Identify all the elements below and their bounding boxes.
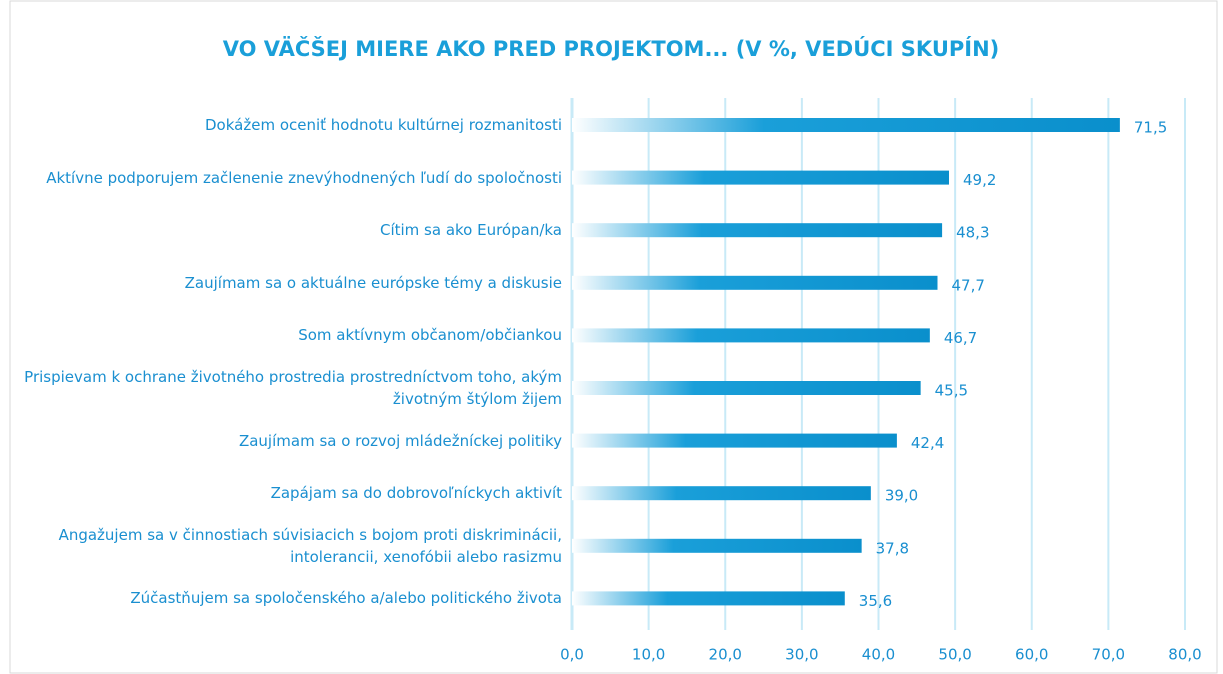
bar [572,328,930,343]
data-label: 42,4 [911,434,944,452]
x-tick-label: 30,0 [785,646,818,664]
data-label: 39,0 [885,487,918,505]
y-tick-label: Som aktívnym občanom/občiankou [298,326,562,345]
y-tick-label: Zaujímam sa o rozvoj mládežníckej politi… [238,431,562,450]
y-tick-label: Zúčastňujem sa spoločenského a/alebo pol… [130,589,562,608]
data-label: 49,2 [963,171,996,189]
chart-border [9,0,1218,674]
y-tick-label: Prispievam k ochrane životného prostredi… [24,368,562,408]
data-label: 35,6 [859,592,892,610]
data-label: 37,8 [876,539,909,557]
bar [572,433,897,448]
chart-title: VO VÄČŠEJ MIERE AKO PRED PROJEKTOM... (V… [223,36,1000,61]
y-tick-label: Aktívne podporujem začlenenie znevýhodne… [46,168,562,187]
bar [572,223,943,238]
bar [572,381,921,395]
bar [572,591,845,606]
x-tick-label: 70,0 [1092,646,1125,664]
x-tick-label: 0,0 [560,646,584,664]
y-tick-label: Zapájam sa do dobrovoľníckych aktivít [270,484,562,503]
bar [572,170,949,185]
x-tick-label: 20,0 [709,646,742,664]
x-tick-label: 10,0 [632,646,665,664]
x-tick-label: 80,0 [1168,646,1201,664]
x-tick-label: 50,0 [938,646,971,664]
bar [572,118,1120,132]
y-tick-label: Zaujímam sa o aktuálne európske témy a d… [184,273,562,292]
x-tick-label: 60,0 [1015,646,1048,664]
data-label: 46,7 [944,329,977,347]
data-label: 45,5 [935,382,968,400]
bar [572,538,862,553]
data-label: 47,7 [952,276,985,294]
y-tick-label: Dokážem oceniť hodnotu kultúrnej rozmani… [205,116,562,134]
data-label: 71,5 [1134,119,1167,137]
x-tick-label: 40,0 [862,646,895,664]
bar [572,486,871,501]
bar [572,275,938,290]
y-tick-label: Angažujem sa v činnostiach súvisiacich s… [58,525,562,566]
y-tick-label: Cítim sa ako Európan/ka [379,221,562,240]
data-label: 48,3 [956,224,989,242]
